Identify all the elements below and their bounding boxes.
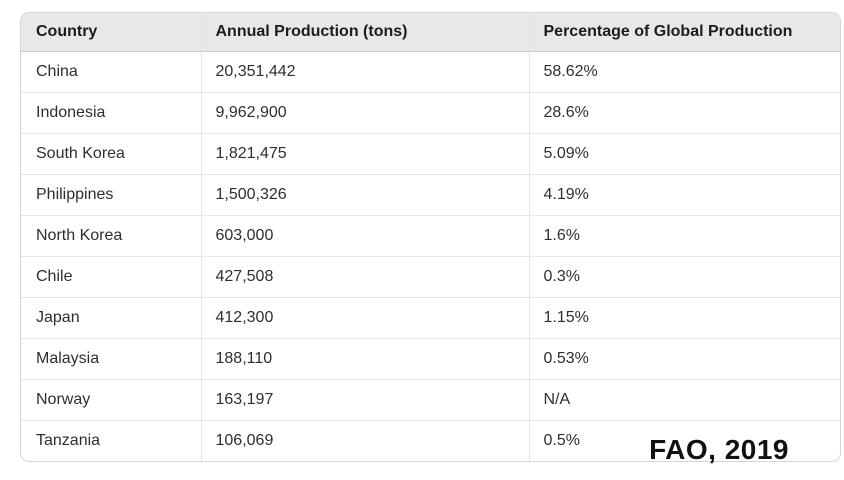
table-row: Norway 163,197 N/A xyxy=(21,378,840,420)
cell-country: Tanzania xyxy=(21,419,201,461)
table-row: Malaysia 188,110 0.53% xyxy=(21,337,840,379)
cell-country: Indonesia xyxy=(21,91,201,133)
cell-production: 20,351,442 xyxy=(200,51,529,92)
cell-production: 9,962,900 xyxy=(200,91,529,133)
table-row: South Korea 1,821,475 5.09% xyxy=(21,132,840,174)
table-row: Tanzania 106,069 0.5% xyxy=(21,419,840,461)
cell-percentage: 1.6% xyxy=(528,214,840,256)
cell-country: China xyxy=(36,62,78,80)
cell-production: 427,508 xyxy=(200,255,529,297)
table-row: Indonesia 9,962,900 28.6% xyxy=(21,91,840,133)
cell-country: South Korea xyxy=(21,132,201,174)
cell-percentage: 28.6% xyxy=(528,91,840,133)
table-row: Chile 427,508 0.3% xyxy=(21,255,840,297)
cell-production: 1,821,475 xyxy=(200,132,529,174)
cell-country: Japan xyxy=(21,296,201,338)
cell-production: 106,069 xyxy=(200,419,529,461)
cell-country: Chile xyxy=(21,255,201,297)
cell-percentage: 1.15% xyxy=(528,296,840,338)
cell-production: 188,110 xyxy=(200,337,529,379)
table-header: Country Annual Production (tons) Percent… xyxy=(21,13,840,52)
source-attribution: FAO, 2019 xyxy=(649,434,789,465)
header-row: Country Annual Production (tons) Percent… xyxy=(21,13,840,52)
header-country: Country xyxy=(21,13,201,52)
cell-country: Malaysia xyxy=(21,337,201,379)
cell-percentage: 58.62% xyxy=(528,51,840,92)
cell-percentage: 0.3% xyxy=(528,255,840,297)
cell-production: 603,000 xyxy=(200,214,529,256)
table-row: Philippines 1,500,326 4.19% xyxy=(21,173,840,215)
header-annual-production: Annual Production (tons) xyxy=(200,13,529,52)
header-percentage-global: Percentage of Global Production xyxy=(528,13,840,52)
cell-country: Norway xyxy=(21,378,201,420)
cell-percentage: 5.09% xyxy=(528,132,840,174)
cell-production: 1,500,326 xyxy=(200,173,529,215)
cell-production: 163,197 xyxy=(200,378,529,420)
cell-country: Philippines xyxy=(21,173,201,215)
table-row: Japan 412,300 1.15% xyxy=(21,296,840,338)
cell-percentage: 0.53% xyxy=(528,337,840,379)
cell-percentage: 0.5% xyxy=(528,419,840,461)
table-row: North Korea 603,000 1.6% xyxy=(21,214,840,256)
cell-percentage: N/A xyxy=(528,378,840,420)
table-row: China 20,351,442 58.62% xyxy=(21,51,840,92)
production-table-container: Country Annual Production (tons) Percent… xyxy=(20,12,841,462)
production-table: Country Annual Production (tons) Percent… xyxy=(21,13,840,461)
cell-country: North Korea xyxy=(21,214,201,256)
table-body: China 20,351,442 58.62% Indonesia 9,962,900 2… xyxy=(21,51,840,461)
cell-production: 412,300 xyxy=(200,296,529,338)
cell-percentage: 4.19% xyxy=(528,173,840,215)
